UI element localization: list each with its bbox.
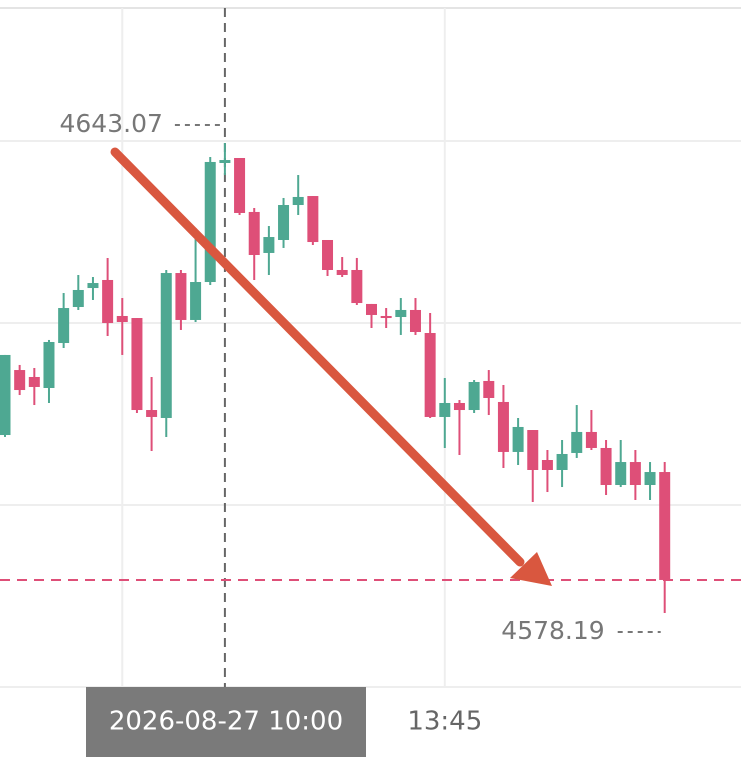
candle-body xyxy=(512,426,524,452)
candle-body xyxy=(131,318,143,411)
high-label: 4643.07 xyxy=(60,109,163,138)
candle-body xyxy=(659,472,671,580)
candle-body xyxy=(409,309,421,332)
candle-body xyxy=(468,381,480,411)
plot: 13:45 4643.07 4578.19 xyxy=(0,8,741,737)
candle-body xyxy=(14,370,26,391)
candle-body xyxy=(87,283,99,289)
candle-body xyxy=(615,462,627,485)
candle-body xyxy=(585,431,597,448)
trend-arrow xyxy=(110,147,525,567)
candle-body xyxy=(380,315,392,319)
x-tick-label: 13:45 xyxy=(407,707,482,737)
candle-body xyxy=(190,282,202,320)
candle-body xyxy=(175,273,187,320)
candle-body xyxy=(336,269,348,275)
candle-body xyxy=(72,289,84,308)
candle-body xyxy=(453,402,465,411)
candle-body xyxy=(234,157,246,213)
candle-body xyxy=(102,279,114,324)
candle-body xyxy=(204,161,216,283)
candle-body xyxy=(366,303,377,315)
candle-body xyxy=(322,239,334,270)
candle-body xyxy=(629,462,641,485)
candle-body xyxy=(483,380,495,398)
candle-body xyxy=(644,472,656,485)
candle-body xyxy=(146,410,158,417)
candle-body xyxy=(497,401,509,452)
candle-body xyxy=(395,309,407,318)
candle-body xyxy=(43,341,55,388)
candle-body xyxy=(219,160,231,163)
candle-body xyxy=(541,460,553,470)
candle-body xyxy=(278,205,290,240)
candle-body xyxy=(424,333,436,417)
candle-body xyxy=(160,273,172,418)
candle-body xyxy=(292,196,304,206)
candle-body xyxy=(263,237,275,253)
arrow-head xyxy=(510,552,552,586)
low-label: 4578.19 xyxy=(501,616,604,645)
candle-body xyxy=(307,196,319,243)
candle-body xyxy=(248,211,260,255)
candle-body xyxy=(571,431,583,453)
candle-body xyxy=(28,376,40,387)
candle-body xyxy=(116,315,128,323)
candle-body xyxy=(600,447,612,485)
crosshair-time: 2026-08-27 10:00 xyxy=(109,707,343,737)
candle-body xyxy=(58,308,70,344)
overlay: 2026-08-27 10:00 xyxy=(86,147,552,757)
candle-body xyxy=(439,402,451,417)
candle-body xyxy=(556,453,568,470)
candle-body xyxy=(0,354,11,436)
crosshair-tooltip xyxy=(86,687,366,757)
candle-body xyxy=(527,430,539,470)
candle-body xyxy=(351,269,363,304)
